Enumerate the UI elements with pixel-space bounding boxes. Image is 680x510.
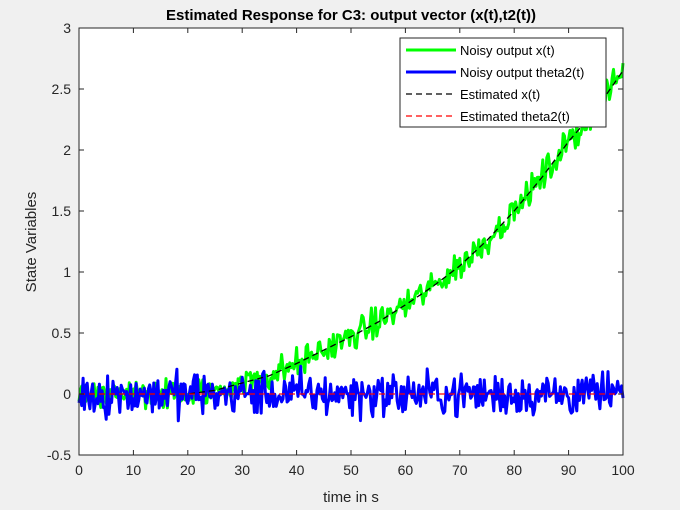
y-tick-label: 3 <box>63 20 71 36</box>
y-tick-label: 0 <box>63 386 71 402</box>
x-tick-label: 40 <box>289 462 305 478</box>
x-axis-label: time in s <box>323 489 379 506</box>
x-tick-label: 80 <box>506 462 522 478</box>
x-tick-label: 100 <box>611 462 635 478</box>
x-tick-label: 20 <box>180 462 196 478</box>
y-tick-label: -0.5 <box>47 447 71 463</box>
x-tick-label: 60 <box>398 462 414 478</box>
y-tick-label: 1 <box>63 264 71 280</box>
legend-label-0: Noisy output x(t) <box>460 43 555 58</box>
y-tick-label: 2 <box>63 142 71 158</box>
x-tick-label: 50 <box>343 462 359 478</box>
x-tick-label: 0 <box>75 462 83 478</box>
y-axis-label: State Variables <box>23 192 40 293</box>
y-axis: -0.5 0 0.5 1 1.5 2 2.5 3 <box>47 20 623 463</box>
x-axis: 0 10 20 30 40 50 60 70 80 90 100 <box>75 28 635 478</box>
chart-title: Estimated Response for C3: output vector… <box>166 7 536 24</box>
y-tick-label: 2.5 <box>52 81 72 97</box>
x-tick-label: 70 <box>452 462 468 478</box>
y-tick-label: 0.5 <box>52 325 72 341</box>
legend: Noisy output x(t) Noisy output theta2(t) E… <box>399 37 607 128</box>
x-tick-label: 30 <box>234 462 250 478</box>
x-tick-label: 10 <box>126 462 142 478</box>
x-tick-label: 90 <box>561 462 577 478</box>
series-line-1 <box>77 364 625 423</box>
legend-box <box>399 37 607 128</box>
legend-label-3: Estimated theta2(t) <box>460 109 570 124</box>
y-tick-label: 1.5 <box>52 203 72 219</box>
legend-label-2: Estimated x(t) <box>460 87 540 102</box>
legend-label-1: Noisy output theta2(t) <box>460 65 584 80</box>
plot-lines <box>77 62 625 423</box>
series-line-2 <box>79 70 624 395</box>
